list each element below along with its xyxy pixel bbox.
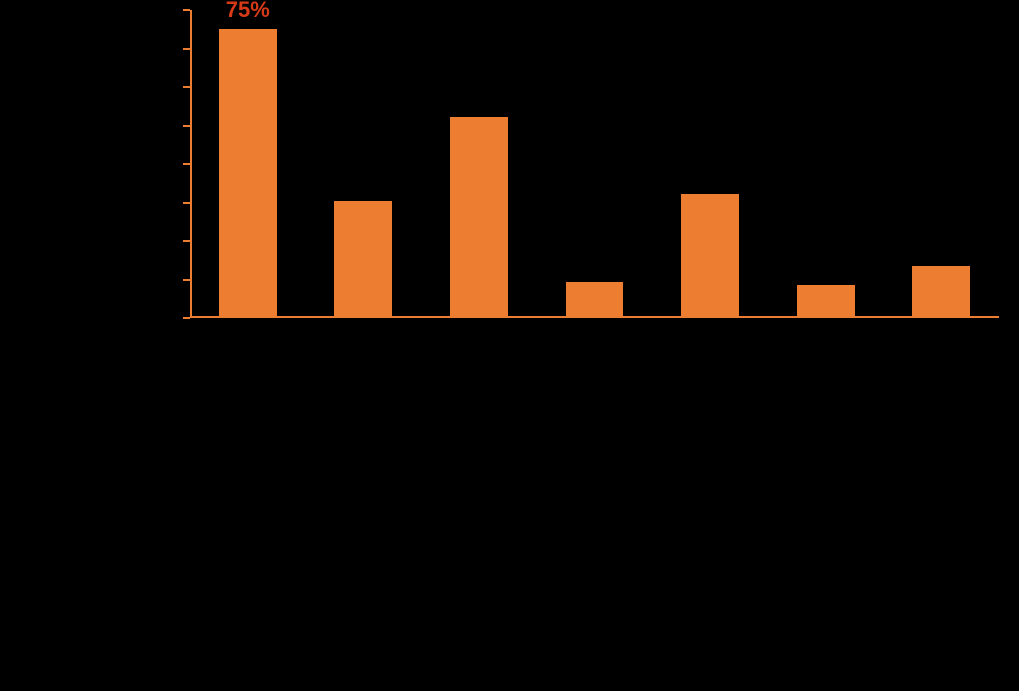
y-tick <box>183 240 190 242</box>
y-tick <box>183 163 190 165</box>
y-tick <box>183 48 190 50</box>
y-tick <box>183 125 190 127</box>
bar-chart: 75% <box>0 0 1019 691</box>
bar <box>450 117 508 316</box>
y-tick <box>183 279 190 281</box>
bar <box>797 285 855 316</box>
y-axis <box>190 10 192 318</box>
bar <box>912 266 970 316</box>
bar <box>219 29 277 316</box>
bar <box>334 201 392 316</box>
y-tick <box>183 317 190 319</box>
bar <box>681 194 739 316</box>
bar <box>566 282 624 316</box>
bar-value-label: 75% <box>226 0 270 23</box>
plot-area: 75% <box>190 10 999 318</box>
y-tick <box>183 202 190 204</box>
y-tick <box>183 86 190 88</box>
y-tick <box>183 9 190 11</box>
x-axis <box>190 316 999 318</box>
